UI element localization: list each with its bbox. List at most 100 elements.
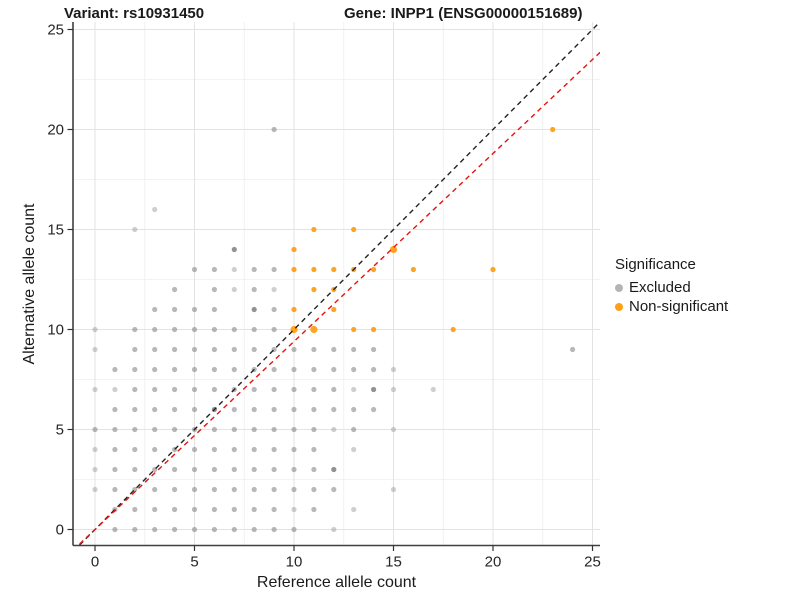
data-point — [331, 346, 337, 353]
data-point — [211, 266, 217, 273]
data-point — [291, 506, 297, 513]
data-point — [172, 466, 178, 473]
data-point — [191, 526, 198, 533]
axis-lines — [72, 22, 600, 547]
data-point — [191, 446, 198, 453]
data-point — [271, 426, 277, 433]
data-point — [311, 486, 317, 493]
data-point — [92, 326, 98, 333]
data-point — [191, 346, 198, 353]
y-tick-label: 10 — [47, 322, 64, 339]
data-point — [271, 126, 277, 133]
data-point — [311, 466, 317, 473]
data-point — [251, 526, 257, 533]
data-point — [311, 266, 317, 273]
data-point — [152, 426, 158, 433]
data-point — [132, 406, 138, 413]
data-point — [152, 366, 158, 373]
legend-item-excluded: Excluded — [615, 278, 728, 297]
y-tick-label: 15 — [47, 222, 64, 239]
data-point — [231, 346, 237, 353]
data-point — [389, 245, 398, 254]
data-point — [231, 286, 237, 293]
data-point — [191, 266, 198, 273]
data-point — [550, 126, 556, 133]
data-point — [291, 306, 297, 313]
data-point — [92, 466, 98, 473]
data-point — [371, 266, 377, 273]
data-point — [172, 486, 178, 493]
y-tick-label: 0 — [56, 522, 64, 539]
data-point — [291, 366, 297, 373]
gene-title: Gene: INPP1 (ENSG00000151689) — [344, 5, 583, 22]
data-point — [251, 506, 257, 513]
data-point — [172, 386, 178, 393]
data-point — [211, 466, 217, 473]
data-point — [351, 446, 357, 453]
x-tick-label: 15 — [385, 554, 402, 571]
data-point — [172, 506, 178, 513]
data-point — [331, 386, 337, 393]
data-point — [112, 406, 118, 413]
data-point — [132, 526, 138, 533]
data-point — [331, 526, 337, 533]
data-point — [251, 486, 257, 493]
data-point — [152, 206, 158, 213]
data-point — [371, 366, 377, 373]
data-point — [351, 426, 357, 433]
data-point — [191, 506, 198, 513]
data-point — [390, 386, 397, 393]
data-point — [271, 386, 277, 393]
data-point — [211, 286, 217, 293]
data-point — [251, 466, 257, 473]
axis-tick-labels: 0 5 10 15 20 25 0 5 10 15 20 25 — [47, 22, 601, 571]
data-point — [251, 286, 257, 293]
data-point — [152, 386, 158, 393]
data-point — [191, 406, 198, 413]
data-point — [430, 386, 436, 393]
data-point — [351, 366, 357, 373]
data-point — [172, 526, 178, 533]
data-point — [490, 266, 496, 273]
data-point — [231, 526, 237, 533]
data-point — [172, 366, 178, 373]
data-point — [251, 326, 257, 333]
data-point — [191, 326, 198, 333]
data-point — [371, 406, 377, 413]
data-point — [211, 486, 217, 493]
data-point — [291, 426, 297, 433]
data-point — [251, 306, 257, 313]
data-point — [390, 486, 397, 493]
data-point — [271, 366, 277, 373]
data-point — [311, 506, 317, 513]
data-point — [191, 466, 198, 473]
data-point — [311, 446, 317, 453]
data-point — [271, 526, 277, 533]
x-tick-label: 25 — [584, 554, 601, 571]
x-tick-label: 20 — [485, 554, 502, 571]
data-point — [271, 326, 277, 333]
data-point — [291, 386, 297, 393]
y-tick-label: 5 — [56, 422, 64, 439]
data-point — [231, 366, 237, 373]
data-point — [132, 346, 138, 353]
data-point — [191, 486, 198, 493]
y-axis-title: Alternative allele count — [21, 203, 38, 365]
legend-item-label: Excluded — [629, 279, 691, 296]
data-point — [112, 466, 118, 473]
data-point — [211, 426, 217, 433]
data-point — [311, 286, 317, 293]
data-point — [371, 346, 377, 353]
excluded-dot-icon — [615, 283, 623, 292]
data-point — [231, 266, 237, 273]
data-point — [251, 266, 257, 273]
data-point — [351, 386, 357, 393]
data-point — [231, 406, 237, 413]
data-point — [112, 486, 118, 493]
data-point — [231, 486, 237, 493]
data-point — [271, 266, 277, 273]
data-point — [231, 426, 237, 433]
data-point — [152, 526, 158, 533]
gridlines-minor — [73, 22, 600, 546]
data-point — [152, 326, 158, 333]
